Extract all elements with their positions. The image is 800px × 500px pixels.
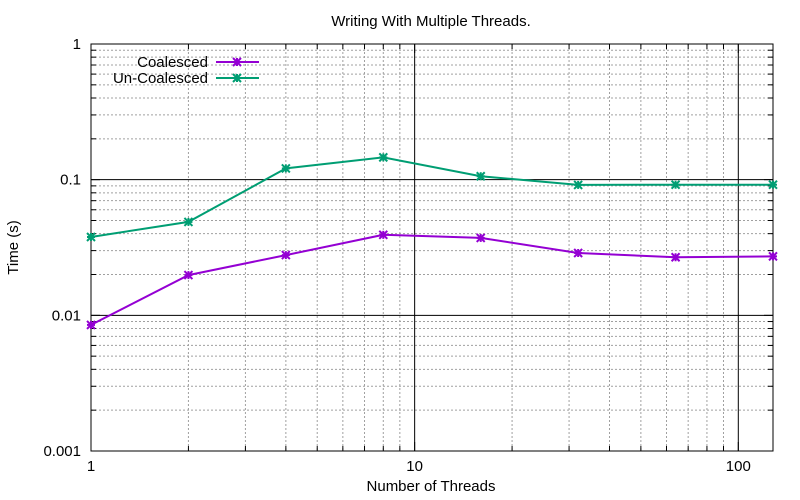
marker-stroke: [183, 217, 194, 227]
data-point: [86, 232, 96, 242]
legend-label: Un-Coalesced: [113, 70, 208, 87]
marker-stroke: [86, 320, 96, 330]
grid: [91, 44, 773, 451]
data-point: [183, 270, 194, 280]
y-tick-label: 0.1: [60, 172, 81, 189]
data-point: [670, 252, 681, 262]
legend-label: Coalesced: [137, 54, 208, 71]
marker-stroke: [476, 233, 486, 243]
marker-stroke: [670, 180, 681, 190]
marker-stroke: [768, 251, 778, 262]
legend-marker: [232, 57, 242, 67]
series-line: [90, 156, 773, 238]
data-point: [281, 163, 291, 174]
chart-title: Writing With Multiple Threads.: [331, 13, 531, 30]
y-tick-label: 1: [73, 36, 81, 53]
data-point: [573, 180, 583, 190]
marker-stroke: [281, 163, 291, 174]
data-point: [476, 171, 486, 181]
legend-item: Coalesced: [137, 54, 259, 71]
x-tick-label: 10: [406, 458, 423, 475]
y-tick-label: 0.001: [43, 443, 81, 460]
series: [86, 152, 778, 330]
marker-stroke: [183, 270, 194, 280]
marker-stroke: [768, 180, 778, 190]
data-point: [768, 180, 778, 190]
data-point: [281, 250, 291, 260]
series-coalesced: [86, 230, 778, 330]
marker-stroke: [573, 248, 583, 258]
marker-stroke: [232, 73, 242, 83]
data-point: [476, 233, 486, 243]
marker-stroke: [670, 252, 681, 262]
y-tick-label: 0.01: [52, 307, 81, 324]
legend-marker: [232, 73, 242, 83]
plot-area-border: [90, 43, 774, 452]
major-gridlines: [91, 44, 773, 451]
marker-stroke: [281, 250, 291, 260]
x-tick-label: 100: [726, 458, 751, 475]
marker-stroke: [232, 57, 242, 67]
data-point: [86, 320, 96, 330]
data-point: [573, 248, 583, 258]
data-point: [183, 217, 194, 227]
marker-stroke: [573, 180, 583, 190]
legend-item: Un-Coalesced: [113, 70, 259, 87]
series-un-coalesced: [86, 152, 778, 242]
data-point: [378, 230, 388, 240]
series-line: [90, 233, 774, 326]
data-point: [378, 152, 388, 163]
marker-stroke: [476, 171, 486, 181]
x-axis-label: Number of Threads: [367, 478, 496, 495]
data-point: [670, 180, 681, 190]
x-tick-label: 1: [87, 458, 95, 475]
marker-stroke: [378, 230, 388, 240]
data-point: [768, 251, 778, 262]
marker-stroke: [378, 152, 388, 163]
marker-stroke: [86, 232, 96, 242]
axis-ticks: 1 10 100 0.001 0.01 0.1 1: [43, 36, 773, 475]
y-axis-label: Time (s): [5, 220, 22, 274]
